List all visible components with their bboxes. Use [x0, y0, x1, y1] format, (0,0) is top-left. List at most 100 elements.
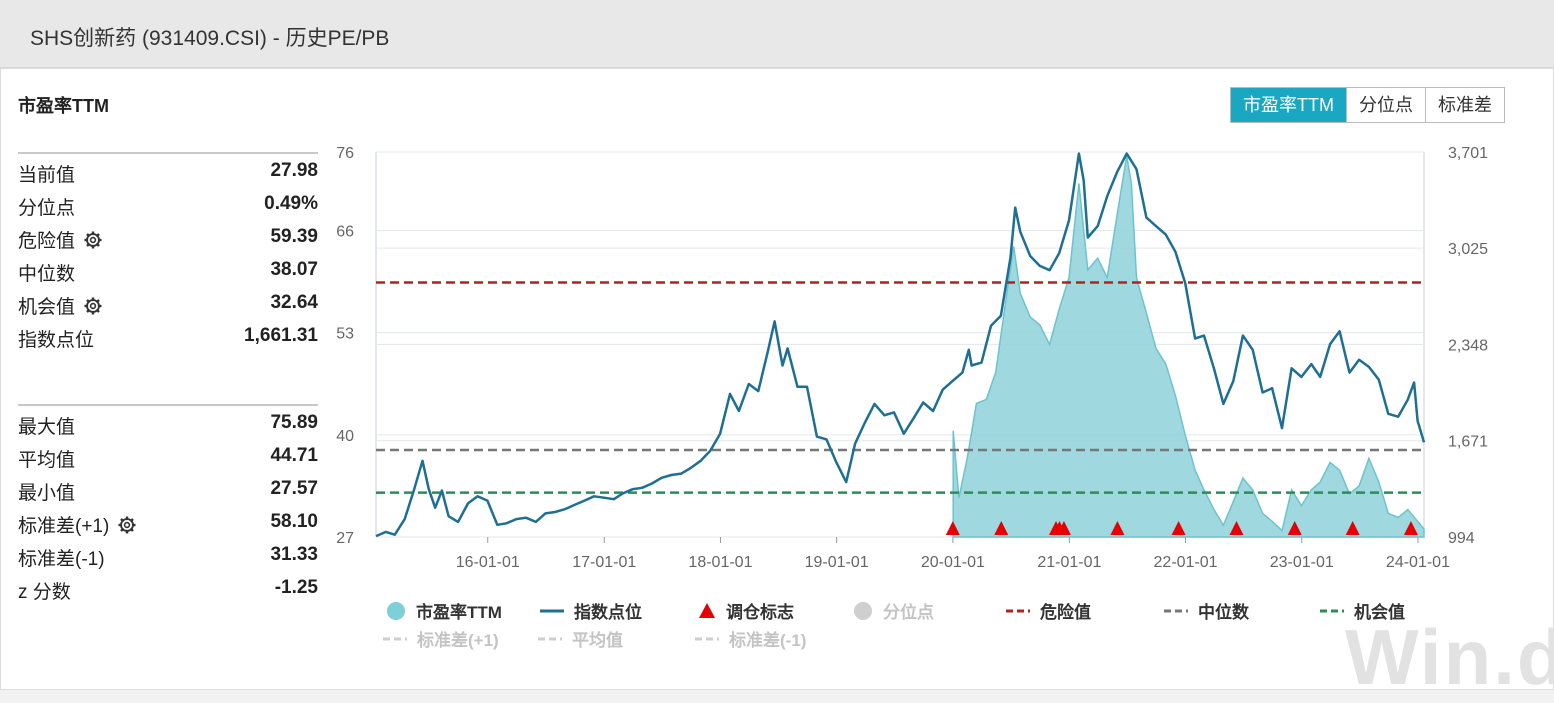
stat-row: 危险值 59.39 — [18, 220, 318, 253]
circle-swatch-icon — [386, 601, 406, 626]
legend-item[interactable]: 指数点位 — [540, 598, 642, 626]
legend-label: 调仓标志 — [726, 603, 794, 622]
stats-secondary-divider — [18, 404, 318, 406]
legend-label: 中位数 — [1198, 603, 1249, 622]
y-left-tick-label: 40 — [336, 428, 354, 445]
stat-row: 指数点位 1,661.31 — [18, 319, 318, 352]
stat-row: 当前值 27.98 — [18, 154, 318, 187]
dashed-line-icon — [1164, 601, 1188, 626]
stat-label-text: 最大值 — [18, 417, 76, 438]
stat-label: 中位数 — [18, 259, 75, 286]
gear-icon[interactable] — [117, 515, 137, 535]
dashed-line-icon — [1320, 601, 1344, 626]
legend-label: 机会值 — [1354, 603, 1405, 622]
stat-label-text: 最小值 — [18, 483, 76, 504]
stat-value: 75.89 — [270, 412, 318, 433]
y-right-tick-label: 994 — [1448, 530, 1475, 547]
legend-label: 分位点 — [883, 603, 934, 622]
legend-item[interactable]: 市盈率TTM — [386, 598, 502, 626]
legend-item[interactable]: 危险值 — [1006, 598, 1091, 626]
rebalance-marker — [1056, 521, 1071, 535]
dashed-line-icon — [383, 629, 407, 654]
stat-label: 指数点位 — [18, 325, 94, 352]
circle-swatch-icon — [853, 601, 873, 626]
legend-item[interactable]: 中位数 — [1164, 598, 1249, 626]
stat-row: 最小值 27.57 — [18, 472, 318, 505]
stat-row: 中位数 38.07 — [18, 253, 318, 286]
rebalance-marker — [1171, 521, 1186, 535]
rebalance-marker — [945, 521, 960, 535]
rebalance-marker — [1403, 521, 1418, 535]
stat-row: 标准差(+1) 58.10 — [18, 505, 318, 538]
stat-value: 32.64 — [270, 292, 318, 313]
stat-label: 平均值 — [18, 445, 75, 472]
chart-panel — [0, 68, 1554, 690]
legend-item[interactable]: 平均值 — [538, 626, 623, 654]
stat-label-text: 危险值 — [18, 231, 76, 252]
stat-label: 最小值 — [18, 478, 75, 505]
x-tick-label: 21-01-01 — [1037, 554, 1101, 571]
x-tick-label: 20-01-01 — [921, 554, 985, 571]
stat-label: 最大值 — [18, 412, 75, 439]
x-tick-label: 17-01-01 — [572, 554, 636, 571]
stat-value: 31.33 — [270, 544, 318, 565]
x-tick-label: 19-01-01 — [805, 554, 869, 571]
stat-label-text: 指数点位 — [18, 330, 95, 351]
y-left-tick-label: 66 — [336, 224, 354, 241]
stat-label-text: 机会值 — [18, 297, 76, 318]
stats-primary-divider — [18, 152, 318, 154]
dashed-line-icon — [695, 629, 719, 654]
pe-ttm-area — [952, 155, 1425, 538]
stat-value: 1,661.31 — [244, 325, 318, 346]
section-title: 市盈率TTM — [18, 96, 109, 116]
stat-value: 44.71 — [270, 445, 318, 466]
stat-row: z 分数 -1.25 — [18, 571, 318, 604]
tab-percentile[interactable]: 分位点 — [1345, 88, 1425, 122]
stat-label: 机会值 — [18, 292, 103, 319]
stat-value: 38.07 — [270, 259, 318, 280]
y-right-tick-label: 2,348 — [1448, 337, 1488, 354]
legend-item[interactable]: 标准差(-1) — [695, 626, 806, 654]
legend-label: 危险值 — [1040, 603, 1091, 622]
y-left-tick-label: 27 — [336, 530, 354, 547]
index-level-line — [375, 152, 1426, 538]
legend-item[interactable]: 分位点 — [853, 598, 934, 626]
rebalance-marker — [1229, 521, 1244, 535]
stat-value: 27.57 — [270, 478, 318, 499]
tab-std-dev[interactable]: 标准差 — [1424, 88, 1504, 122]
legend-label: 指数点位 — [574, 603, 642, 622]
stat-label-text: 标准差(-1) — [18, 549, 105, 570]
solid-line-icon — [540, 601, 564, 626]
x-tick-label: 24-01-01 — [1386, 554, 1450, 571]
legend-item[interactable]: 机会值 — [1320, 598, 1405, 626]
y-right-tick-label: 3,701 — [1448, 145, 1488, 162]
x-tick-label: 22-01-01 — [1154, 554, 1218, 571]
stat-label: 标准差(-1) — [18, 544, 105, 571]
rebalance-marker — [994, 521, 1009, 535]
legend-label: 平均值 — [572, 631, 623, 650]
y-left-tick-label: 76 — [336, 145, 354, 162]
legend-label: 标准差(+1) — [417, 631, 499, 650]
stat-label-text: 分位点 — [18, 198, 76, 219]
stat-label-text: 当前值 — [18, 165, 76, 186]
stat-row: 机会值 32.64 — [18, 286, 318, 319]
y-right-tick-label: 3,025 — [1448, 241, 1488, 258]
x-tick-label: 18-01-01 — [688, 554, 752, 571]
legend-label: 标准差(-1) — [729, 631, 807, 650]
dashed-line-icon — [1006, 601, 1030, 626]
stat-value: 59.39 — [270, 226, 318, 247]
stat-row: 平均值 44.71 — [18, 439, 318, 472]
legend-item[interactable]: 标准差(+1) — [383, 626, 499, 654]
gear-icon[interactable] — [83, 230, 103, 250]
rebalance-marker — [1287, 521, 1302, 535]
rebalance-marker — [1110, 521, 1125, 535]
view-tabs: 市盈率TTM 分位点 标准差 — [1230, 87, 1505, 123]
gear-icon[interactable] — [83, 296, 103, 316]
legend-item[interactable]: 调仓标志 — [698, 598, 794, 625]
tab-pe-ttm[interactable]: 市盈率TTM — [1231, 88, 1346, 122]
stat-label-text: 平均值 — [18, 450, 76, 471]
x-tick-label: 16-01-01 — [456, 554, 520, 571]
stat-label-text: 中位数 — [18, 264, 76, 285]
stat-label-text: 标准差(+1) — [18, 516, 110, 537]
stat-label: 标准差(+1) — [18, 511, 137, 538]
